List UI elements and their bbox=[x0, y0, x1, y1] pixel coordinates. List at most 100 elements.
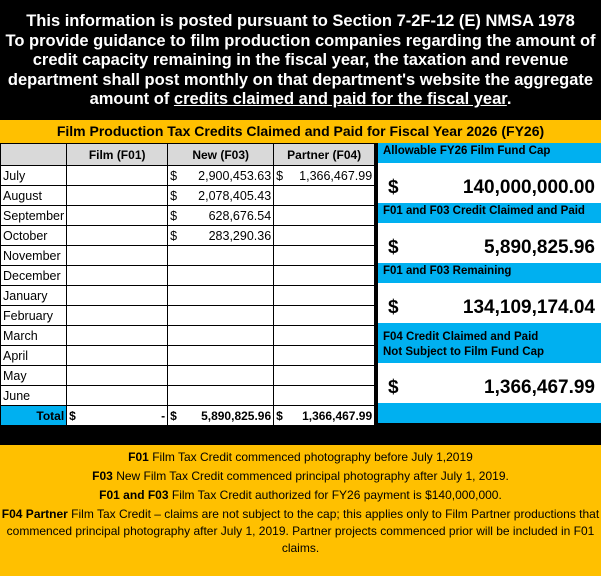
f04-value: $1,366,467.99 bbox=[378, 363, 601, 403]
table-row: April bbox=[0, 345, 376, 366]
header-end: . bbox=[506, 90, 512, 108]
f04-label-1: F04 Credit Claimed and Paid bbox=[383, 331, 539, 343]
header-underlined: credits claimed and paid for the fiscal … bbox=[173, 90, 507, 108]
f03-cell: $2,078,405.43 bbox=[167, 185, 275, 206]
footnote: F01 Film Tax Credit commenced photograph… bbox=[0, 449, 601, 466]
footnotes: F01 Film Tax Credit commenced photograph… bbox=[0, 445, 601, 576]
footnote-text: Film Tax Credit – claims are not subject… bbox=[6, 507, 600, 555]
currency: $ bbox=[170, 188, 178, 203]
f03-value: 283,290.36 bbox=[208, 228, 272, 243]
table-row: November bbox=[0, 245, 376, 266]
fund-summary-panel: Allowable FY26 Film Fund Cap $140,000,00… bbox=[377, 143, 601, 423]
month-cell: June bbox=[0, 385, 68, 406]
f01-cell bbox=[66, 345, 169, 366]
total-f03: $5,890,825.96 bbox=[167, 405, 275, 426]
f04-label-2: Not Subject to Film Fund Cap bbox=[383, 346, 544, 358]
month-cell: April bbox=[0, 345, 68, 366]
currency: $ bbox=[276, 408, 283, 423]
month-cell: May bbox=[0, 365, 68, 386]
col-f03: New (F03) bbox=[167, 143, 275, 166]
month-cell: January bbox=[0, 285, 68, 306]
f01-cell bbox=[66, 305, 169, 326]
col-month bbox=[0, 143, 68, 166]
f04-amount: 1,366,467.99 bbox=[484, 377, 595, 398]
table-row: August $2,078,405.43 bbox=[0, 185, 376, 206]
header-text: To provide guidance to film production c… bbox=[5, 31, 596, 109]
col-f01: Film (F01) bbox=[66, 143, 169, 166]
footnote-code: F01 bbox=[128, 450, 149, 464]
currency: $ bbox=[388, 377, 399, 398]
claimed-amount: 5,890,825.96 bbox=[484, 237, 595, 258]
f04-cell bbox=[273, 265, 376, 286]
f03-cell bbox=[167, 285, 275, 306]
f03-value: 2,900,453.63 bbox=[198, 168, 272, 183]
f04-label: F04 Credit Claimed and Paid Not Subject t… bbox=[378, 323, 601, 363]
month-cell: March bbox=[0, 325, 68, 346]
table-row: July $2,900,453.63 $1,366,467.99 bbox=[0, 165, 376, 186]
f01-cell bbox=[66, 325, 169, 346]
month-cell: July bbox=[0, 165, 68, 186]
currency: $ bbox=[69, 408, 76, 423]
f03-cell bbox=[167, 265, 275, 286]
f03-cell bbox=[167, 245, 275, 266]
f01-cell bbox=[66, 265, 169, 286]
col-f04: Partner (F04) bbox=[273, 143, 376, 166]
month-cell: December bbox=[0, 265, 68, 286]
f01-cell bbox=[66, 385, 169, 406]
f04-cell bbox=[273, 205, 376, 226]
table-row: February bbox=[0, 305, 376, 326]
table-row: October $283,290.36 bbox=[0, 225, 376, 246]
month-cell: August bbox=[0, 185, 68, 206]
currency: $ bbox=[388, 177, 399, 198]
currency: $ bbox=[170, 228, 178, 243]
currency: $ bbox=[388, 297, 399, 318]
f03-cell bbox=[167, 305, 275, 326]
f04-cell bbox=[273, 245, 376, 266]
cap-value: $140,000,000.00 bbox=[378, 163, 601, 203]
table-title: Film Production Tax Credits Claimed and … bbox=[0, 120, 601, 143]
currency: $ bbox=[276, 168, 284, 183]
month-cell: September bbox=[0, 205, 68, 226]
footnote-code: F03 bbox=[92, 469, 113, 483]
f04-cell bbox=[273, 345, 376, 366]
table-row: May bbox=[0, 365, 376, 386]
f04-cell: $1,366,467.99 bbox=[273, 165, 376, 186]
f03-cell: $2,900,453.63 bbox=[167, 165, 275, 186]
table-row: June bbox=[0, 385, 376, 406]
claimed-label: F01 and F03 Credit Claimed and Paid bbox=[378, 203, 601, 223]
remaining-value: $134,109,174.04 bbox=[378, 283, 601, 323]
currency: $ bbox=[388, 237, 399, 258]
table-row: March bbox=[0, 325, 376, 346]
f01-cell bbox=[66, 285, 169, 306]
header-notice: This information is posted pursuant to S… bbox=[0, 0, 601, 120]
total-f04: $1,366,467.99 bbox=[273, 405, 376, 426]
f03-cell: $628,676.54 bbox=[167, 205, 275, 226]
f04-value: 1,366,467.99 bbox=[299, 168, 373, 183]
header-line-2: To provide guidance to film production c… bbox=[0, 32, 601, 110]
total-f04-value: 1,366,467.99 bbox=[302, 408, 373, 423]
f04-cell bbox=[273, 185, 376, 206]
table-row: September $628,676.54 bbox=[0, 205, 376, 226]
f01-cell bbox=[66, 225, 169, 246]
currency: $ bbox=[170, 168, 178, 183]
f03-cell bbox=[167, 385, 275, 406]
claimed-value: $5,890,825.96 bbox=[378, 223, 601, 263]
monthly-credits-table: Film (F01) New (F03) Partner (F04) July $… bbox=[0, 143, 376, 426]
cap-amount: 140,000,000.00 bbox=[462, 177, 595, 198]
f03-cell: $283,290.36 bbox=[167, 225, 275, 246]
f03-cell bbox=[167, 365, 275, 386]
f01-cell bbox=[66, 365, 169, 386]
total-f01-value: - bbox=[161, 408, 166, 423]
f03-value: 628,676.54 bbox=[208, 208, 272, 223]
footnote: F03 New Film Tax Credit commenced princi… bbox=[0, 468, 601, 485]
footnote-code: F04 Partner bbox=[1, 507, 68, 521]
total-f03-value: 5,890,825.96 bbox=[201, 408, 272, 423]
footnote: F01 and F03 Film Tax Credit authorized f… bbox=[0, 487, 601, 504]
f01-cell bbox=[66, 245, 169, 266]
f04-cell bbox=[273, 385, 376, 406]
f03-cell bbox=[167, 345, 275, 366]
currency: $ bbox=[170, 408, 177, 423]
footnote-text: Film Tax Credit authorized for FY26 paym… bbox=[168, 488, 502, 502]
table-row: December bbox=[0, 265, 376, 286]
total-label: Total bbox=[0, 405, 68, 426]
